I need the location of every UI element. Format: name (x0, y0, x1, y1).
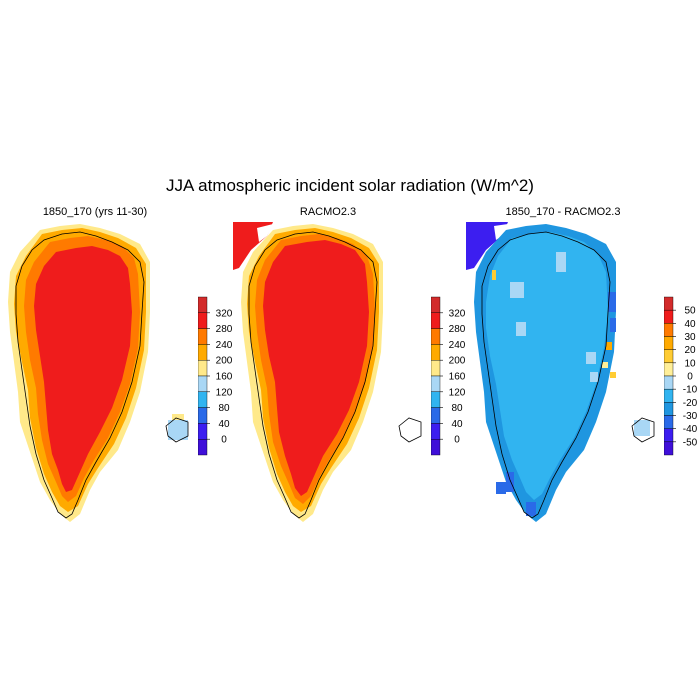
colorbar-swatch (197, 359, 208, 377)
colorbar-swatch (430, 391, 441, 408)
colorbar-swatch (430, 423, 441, 440)
colorbar-label: 40 (684, 319, 696, 330)
coastline (15, 231, 145, 519)
colorbar-swatch (663, 402, 674, 416)
colorbar-swatch (197, 375, 208, 393)
nw-red-patch (233, 222, 273, 270)
colorbar-label: 280 (216, 324, 233, 335)
colorbar-label: -50 (683, 437, 698, 448)
colorbar-swatch (197, 328, 208, 345)
colorbar-labels: 320 280 240 200 160 120 80 40 0 (440, 308, 466, 446)
colorbar-swatch (430, 312, 441, 329)
colorbar-swatch (430, 375, 441, 393)
colorbar-swatch (197, 407, 208, 424)
light-patches (510, 252, 598, 382)
figure-title: JJA atmospheric incident solar radiation… (166, 176, 534, 195)
colorbar-labels: 50 40 30 20 10 0 -10 -20 -30 -40 -50 (673, 306, 698, 448)
colorbar-label: 320 (449, 308, 466, 319)
colorbar-label: 240 (216, 340, 233, 351)
colorbar-label: 20 (684, 345, 696, 356)
panel-racmo: RACMO2.3 320 280 240 200 160 120 80 40 0 (233, 206, 466, 536)
colorbar-swatch (663, 336, 674, 350)
colorbar-swatch (197, 344, 208, 361)
ocean-nw-corner (0, 222, 40, 272)
colorbar-label: 80 (451, 403, 463, 414)
coastline (248, 231, 378, 519)
colorbar-label: 0 (454, 435, 460, 446)
iceland (631, 417, 655, 443)
colorbar-swatches (430, 296, 441, 456)
colorbar-swatches (663, 296, 674, 456)
colorbar-swatch (663, 323, 674, 337)
colorbar-label: 120 (216, 387, 233, 398)
coastline (481, 231, 611, 519)
colorbar: 50 40 30 20 10 0 -10 -20 -30 -40 -50 (663, 296, 700, 461)
colorbar-label: 40 (218, 419, 230, 430)
panel-difference: 1850_170 - RACMO2.3 (466, 206, 700, 536)
colorbar-label: 50 (684, 306, 696, 317)
greenland-map (0, 222, 189, 522)
nw-blue-patch (466, 222, 508, 270)
colorbar-label: 120 (449, 387, 466, 398)
panel-model: 1850_170 (yrs 11-30) 320 280 240 200 160 120 8… (0, 206, 233, 536)
colorbar-swatch (663, 441, 674, 456)
colorbar-label: -20 (683, 398, 698, 409)
colorbar-swatch (430, 407, 441, 424)
red-interior (34, 246, 132, 492)
colorbar-label: 40 (451, 419, 463, 430)
colorbar-swatches (197, 296, 208, 456)
iceland (165, 414, 189, 443)
colorbar-swatch (430, 359, 441, 377)
interior (486, 232, 608, 500)
colorbar-swatch (663, 309, 674, 324)
colorbar-swatch (430, 438, 441, 456)
panel-title: RACMO2.3 (299, 206, 357, 218)
colorbar-label: 240 (449, 340, 466, 351)
colorbar-label: 160 (216, 372, 233, 383)
colorbar-label: 0 (687, 372, 693, 383)
greenland-map (466, 222, 655, 522)
colorbar-swatch (663, 296, 674, 311)
colorbar-label: 160 (449, 372, 466, 383)
colorbar-swatch (197, 312, 208, 329)
colorbar-label: 200 (216, 356, 233, 367)
colorbar-label: 200 (449, 356, 466, 367)
iceland (398, 417, 422, 443)
greenland-map (233, 222, 422, 522)
colorbar-label: 10 (684, 358, 696, 369)
colorbar-swatch (430, 328, 441, 345)
dark-edges (496, 292, 616, 516)
red-interior (263, 240, 369, 496)
colorbar-swatch (663, 375, 674, 390)
colorbar-swatch (663, 362, 674, 377)
colorbar-label: -40 (683, 424, 698, 435)
colorbar-label: 80 (218, 403, 230, 414)
colorbar-swatch (663, 349, 674, 364)
colorbar-label: 320 (216, 308, 233, 319)
colorbar-swatch (663, 428, 674, 443)
colorbar-label: 30 (684, 332, 696, 343)
warm-patches (492, 270, 616, 378)
colorbar-swatch (663, 415, 674, 429)
colorbar-swatch (197, 391, 208, 408)
colorbar-swatch (430, 296, 441, 314)
colorbar-label: 280 (449, 324, 466, 335)
colorbar-swatch (430, 344, 441, 361)
colorbar-swatch (197, 423, 208, 440)
colorbar: 320 280 240 200 160 120 80 40 0 (197, 296, 238, 461)
colorbar: 320 280 240 200 160 120 80 40 0 (430, 296, 471, 461)
colorbar-label: -10 (683, 385, 698, 396)
colorbar-labels: 320 280 240 200 160 120 80 40 0 (207, 308, 233, 446)
panel-title: 1850_170 - RACMO2.3 (505, 206, 621, 218)
colorbar-swatch (197, 296, 208, 314)
colorbar-label: -30 (683, 411, 698, 422)
colorbar-label: 0 (221, 435, 227, 446)
panel-title: 1850_170 (yrs 11-30) (42, 206, 148, 218)
colorbar-swatch (197, 438, 208, 456)
colorbar-swatch (663, 388, 674, 403)
